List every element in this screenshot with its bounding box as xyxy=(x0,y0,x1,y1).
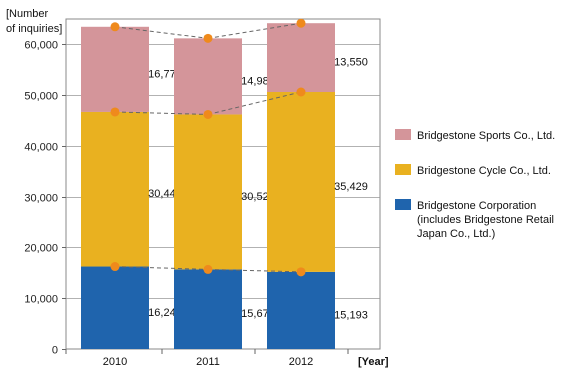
bar-segment-2012-s0 xyxy=(267,271,335,349)
connector-line-s1-0 xyxy=(114,111,209,115)
category-label-2011: 2011 xyxy=(196,356,220,368)
bar-segment-2012-s2 xyxy=(267,23,335,92)
legend-label-s0-line-1: Bridgestone Corporation xyxy=(417,200,536,212)
y-axis-title-line-2: of inquiries] xyxy=(6,23,62,35)
connector-line-s0-0 xyxy=(114,266,209,270)
connector-line-s0-1 xyxy=(207,268,302,273)
value-label-2011-s1: 30,524 xyxy=(241,191,275,203)
bar-segment-2010-s1 xyxy=(81,111,149,267)
y-tick-label-30000: 30,000 xyxy=(24,193,58,205)
connector-line-s2-0 xyxy=(114,26,209,39)
bar-segment-2010-s2 xyxy=(81,26,149,112)
legend-label-s1-line-1: Bridgestone Cycle Co., Ltd. xyxy=(417,165,551,177)
category-label-2010: 2010 xyxy=(103,356,127,368)
value-label-2010-s0: 16,245 xyxy=(148,307,182,319)
y-tick-label-0: 0 xyxy=(52,345,58,357)
legend-swatch-s0 xyxy=(395,199,411,210)
y-tick-label-60000: 60,000 xyxy=(24,40,58,52)
y-tick-label-50000: 50,000 xyxy=(24,91,58,103)
value-label-2012-s2: 13,550 xyxy=(334,57,368,69)
legend-label-s0-line-3: Japan Co., Ltd.) xyxy=(417,228,495,240)
y-tick-label-40000: 40,000 xyxy=(24,142,58,154)
value-label-2012-s0: 15,193 xyxy=(334,309,368,321)
boundary-marker-2010-s0 xyxy=(110,262,120,272)
bar-segment-2012-s1 xyxy=(267,91,335,272)
legend-label-s0-line-2: (includes Bridgestone Retail xyxy=(417,214,554,226)
legend-label-s2-line-1: Bridgestone Sports Co., Ltd. xyxy=(417,130,555,142)
boundary-marker-2010-s2 xyxy=(110,22,120,32)
connector-line-s2-1 xyxy=(207,22,302,39)
bar-segment-2011-s2 xyxy=(174,38,242,115)
x-axis-title: [Year] xyxy=(358,356,389,368)
bar-segment-2010-s0 xyxy=(81,266,149,349)
value-label-2011-s0: 15,677 xyxy=(241,308,275,320)
bar-segment-2011-s0 xyxy=(174,269,242,349)
value-label-2010-s1: 30,448 xyxy=(148,188,182,200)
boundary-marker-2011-s1 xyxy=(203,109,213,119)
value-label-2012-s1: 35,429 xyxy=(334,181,368,193)
legend-swatch-s1 xyxy=(395,164,411,175)
y-tick-label-10000: 10,000 xyxy=(24,294,58,306)
value-label-2011-s2: 14,984 xyxy=(241,75,275,87)
boundary-marker-2012-s0 xyxy=(296,267,306,277)
boundary-marker-2012-s1 xyxy=(296,87,306,97)
value-label-2010-s2: 16,773 xyxy=(148,68,182,80)
y-tick-label-20000: 20,000 xyxy=(24,243,58,255)
connector-line-s1-1 xyxy=(207,91,302,115)
boundary-marker-2012-s2 xyxy=(296,18,306,28)
bar-segment-2011-s1 xyxy=(174,114,242,270)
y-axis-title-line-1: [Number xyxy=(6,8,49,20)
boundary-marker-2011-s2 xyxy=(203,33,213,43)
boundary-marker-2010-s1 xyxy=(110,107,120,117)
category-label-2012: 2012 xyxy=(289,356,313,368)
boundary-marker-2011-s0 xyxy=(203,264,213,274)
legend-swatch-s2 xyxy=(395,129,411,140)
